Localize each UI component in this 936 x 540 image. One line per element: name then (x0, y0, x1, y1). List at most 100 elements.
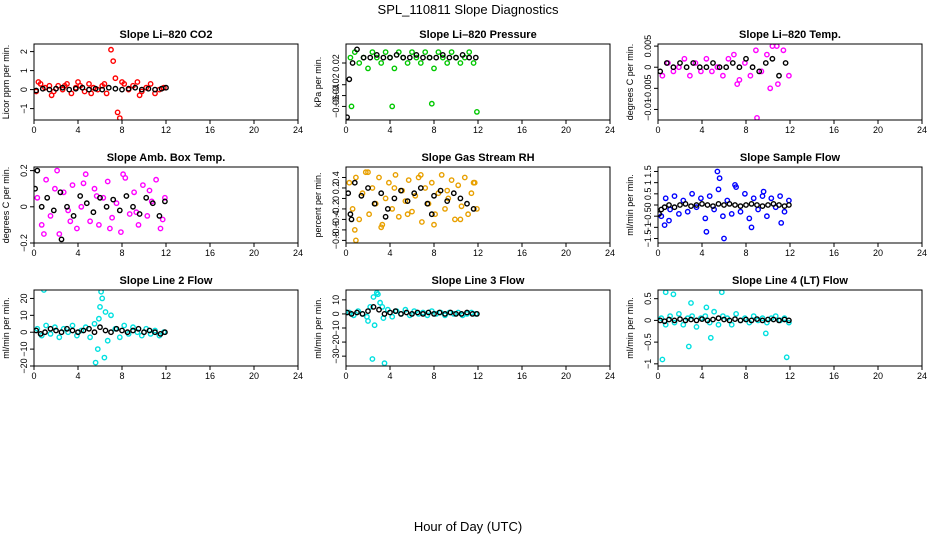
data-point (473, 109, 480, 115)
data-point (41, 231, 47, 237)
x-tick-label: 24 (605, 125, 615, 135)
data-point (56, 231, 63, 237)
plot-frame (33, 43, 299, 121)
data-point (755, 206, 761, 213)
data-point (116, 115, 123, 120)
data-point (392, 171, 399, 178)
data-point (696, 64, 703, 71)
x-tick-label: 4 (387, 125, 392, 135)
data-point (119, 327, 125, 334)
data-point (743, 55, 749, 62)
data-point (130, 203, 136, 210)
data-point (699, 200, 705, 207)
data-point (710, 203, 716, 210)
data-point (347, 54, 354, 61)
x-tick-label: 8 (431, 371, 436, 381)
data-point (433, 54, 440, 61)
data-point (48, 92, 55, 99)
data-point (782, 60, 789, 66)
data-point (444, 187, 451, 194)
plot-frame (33, 166, 299, 244)
data-point (351, 226, 358, 233)
x-tick-label: 16 (205, 248, 215, 258)
data-point (381, 360, 388, 366)
data-point (382, 213, 389, 220)
data-point (776, 317, 782, 324)
data-point (721, 202, 727, 208)
data-point (776, 202, 782, 208)
data-point (108, 329, 114, 336)
y-tick-label: −0.01 (643, 98, 653, 121)
data-point (661, 204, 668, 211)
data-point (411, 190, 418, 197)
data-layer (34, 290, 168, 366)
y-tick-label: 0 (643, 202, 653, 207)
y-tick-label: 0.5 (643, 292, 653, 305)
data-point (754, 202, 760, 208)
data-point (67, 218, 74, 225)
data-point (120, 171, 127, 178)
plot-frame (345, 43, 611, 121)
panel-title: Slope Li–820 Temp. (739, 29, 841, 41)
data-point (465, 211, 471, 218)
y-axis-label: ml/min per min. (1, 297, 11, 359)
data-point (413, 54, 420, 61)
data-point (754, 115, 760, 120)
data-point (693, 323, 700, 330)
data-point (359, 310, 366, 317)
data-point (80, 180, 87, 187)
data-point (436, 309, 443, 316)
data-point (786, 197, 792, 204)
x-tick-label: 4 (699, 371, 704, 381)
data-point (382, 195, 389, 202)
data-point (417, 185, 424, 191)
data-point (72, 85, 79, 92)
data-point (749, 64, 756, 71)
data-point (403, 309, 410, 316)
data-point (99, 295, 106, 302)
data-point (100, 194, 107, 201)
y-tick-label: 1.5 (643, 165, 653, 178)
y-tick-label: −0.02 (331, 73, 341, 96)
data-point (153, 176, 160, 183)
data-point (447, 309, 454, 316)
data-point (709, 68, 715, 75)
data-point (671, 204, 678, 211)
data-point (97, 303, 103, 310)
data-point (134, 79, 141, 85)
data-point (684, 208, 691, 215)
data-point (703, 64, 710, 71)
data-point (123, 193, 130, 199)
data-point (46, 86, 53, 93)
data-point (130, 327, 136, 334)
data-point (370, 294, 377, 300)
data-point (34, 185, 38, 192)
data-point (348, 103, 355, 110)
data-point (759, 193, 766, 200)
data-point (693, 317, 700, 324)
y-tick-label: 0.02 (331, 54, 341, 72)
x-tick-label: 24 (605, 248, 615, 258)
data-point (382, 49, 389, 55)
x-tick-label: 0 (655, 125, 660, 135)
data-point (354, 309, 360, 316)
x-tick-label: 20 (873, 125, 883, 135)
data-point (365, 65, 371, 72)
data-point (764, 319, 770, 326)
data-point (369, 356, 376, 362)
panel-title: Slope Sample Flow (740, 152, 841, 164)
data-point (736, 77, 743, 83)
y-axis-label: ml/min per min. (625, 174, 635, 236)
y-tick-label: 20 (19, 293, 29, 303)
y-tick-label: −1 (643, 222, 653, 232)
data-point (56, 334, 63, 341)
panel-title: Slope Gas Stream RH (421, 152, 534, 164)
y-tick-label: 0 (19, 330, 29, 335)
figure-title: SPL_110811 Slope Diagnostics (378, 2, 559, 17)
data-point (387, 54, 393, 61)
data-point (409, 208, 415, 215)
data-point (431, 221, 437, 228)
data-point (693, 202, 700, 208)
data-point (765, 316, 771, 323)
